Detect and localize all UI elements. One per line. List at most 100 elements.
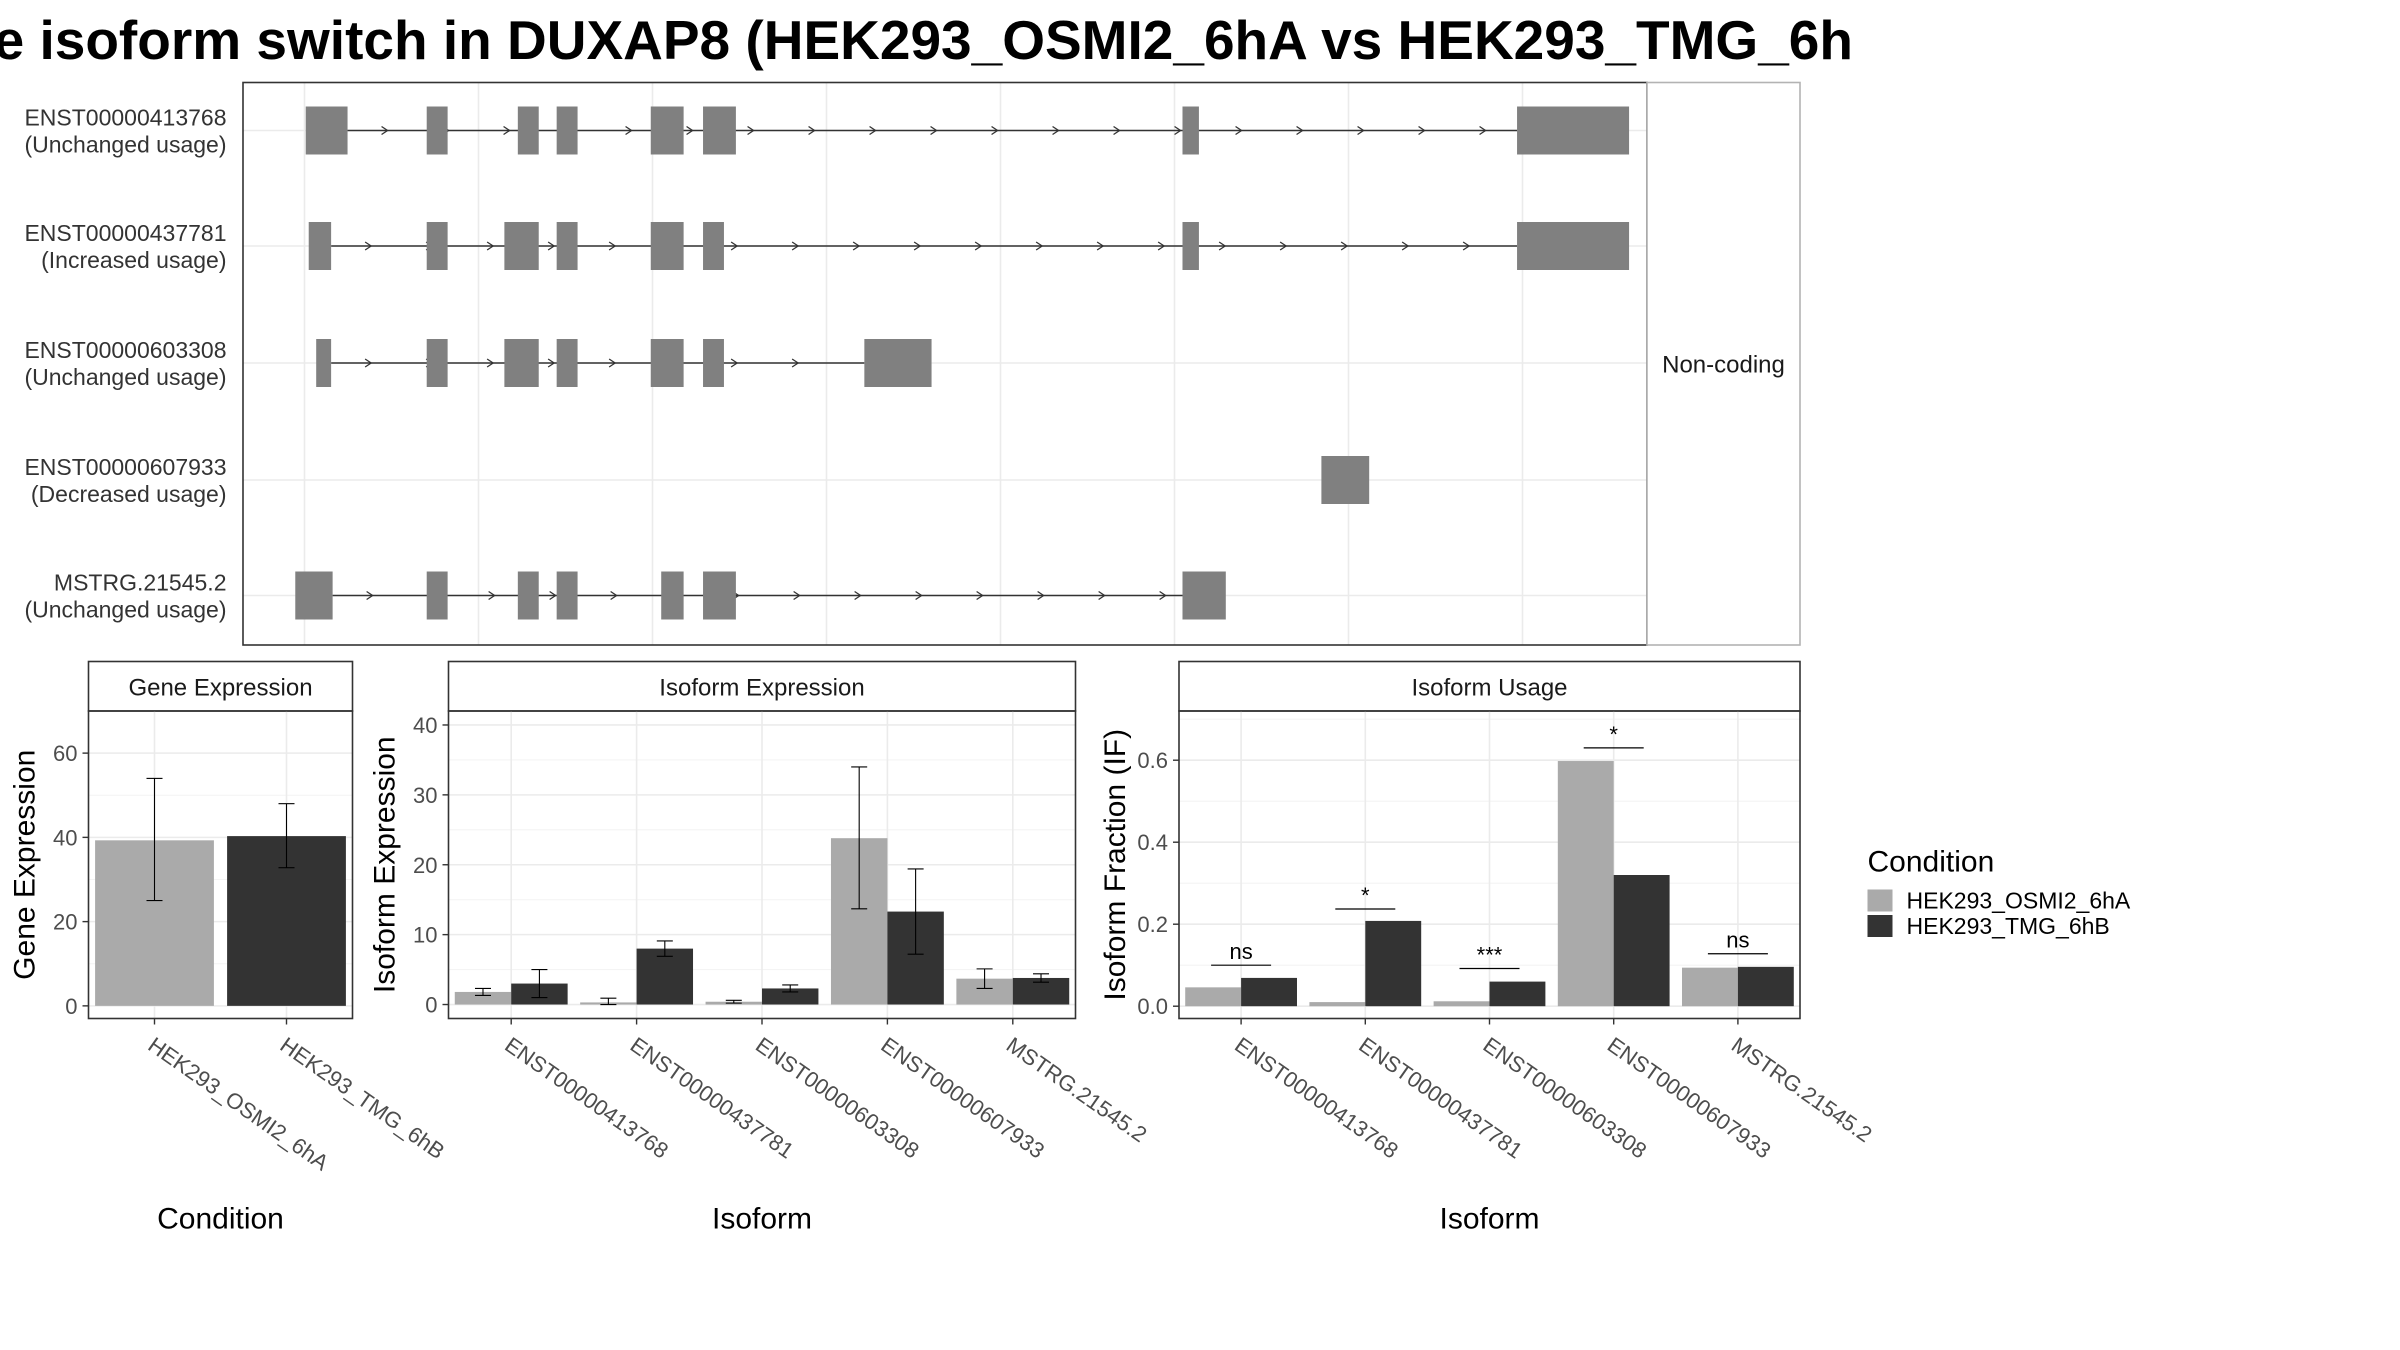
y-tick-label: 30 [413,783,437,808]
y-tick-label: 20 [413,853,437,878]
exon-box [661,571,684,620]
y-tick-label: 40 [413,713,437,738]
significance-label: * [1361,883,1370,908]
exon-box [1517,106,1630,155]
exon-box [517,106,539,155]
legend-key [1867,889,1893,912]
y-tick-label: 60 [53,741,77,766]
exon-box [1517,222,1630,270]
strand-arrow [730,358,739,368]
exon-box [426,222,448,270]
strand-arrow [381,125,389,136]
strand-arrow [610,590,618,601]
transcript-usage-label: (Decreased usage) [31,481,227,507]
panel-strip-title: Gene Expression [128,674,312,701]
strand-arrow [1218,241,1227,251]
data-bar [1365,920,1422,1007]
chart-title: ne isoform switch in DUXAP8 (HEK293_OSMI… [0,9,1853,71]
data-bar [454,991,512,1005]
structure-side-strip [1646,81,1801,646]
exon-box [556,222,578,270]
strand-arrow [1401,241,1410,251]
y-axis-label: Gene Expression [9,750,42,980]
exon-box [426,571,448,620]
strand-arrow [1174,125,1182,136]
strand-arrow [547,358,556,368]
strand-arrow [1035,241,1044,251]
y-tick-label: 0.6 [1137,748,1168,773]
strand-arrow [1235,125,1243,136]
exon-box [308,222,332,270]
strand-arrow [608,241,617,251]
strand-arrow [730,241,739,251]
exon-box [305,106,348,155]
data-bar [762,988,819,1005]
panel-strip [447,660,1077,712]
legend-label: HEK293_TMG_6hB [1907,913,2110,939]
data-bar [1185,987,1242,1007]
strand-arrow [913,241,922,251]
strand-arrow [791,241,800,251]
strand-arrow [1340,241,1349,251]
data-bar [1613,875,1670,1007]
transcript-id-label: ENST00000603308 [24,337,226,363]
strand-arrow [747,125,755,136]
legend-label: HEK293_OSMI2_6hA [1907,888,2131,914]
significance-label: *** [1477,942,1503,967]
panel-strip-title: Isoform Expression [659,674,864,701]
transcript-id-label: ENST00000437781 [24,220,226,246]
strand-arrow [625,125,633,136]
strand-arrow [549,590,557,601]
strand-arrow [488,590,496,601]
strand-arrow [791,358,800,368]
strand-arrow [1037,590,1045,601]
transcript-usage-label: (Unchanged usage) [24,132,226,158]
strand-arrow [1113,125,1121,136]
exon-box [517,571,539,620]
data-bar [1737,966,1794,1007]
x-axis-label: Condition [157,1203,284,1236]
exon-box [316,339,332,387]
data-bar [1241,977,1297,1007]
y-tick-label: 0.4 [1137,830,1168,855]
exon-box [864,339,932,387]
panel-strip [1178,660,1801,712]
exon-box [1321,456,1370,504]
data-bar [636,948,694,1005]
y-tick-label: 10 [413,923,437,948]
exon-box [556,339,578,387]
panel-border [87,710,354,1020]
transcript-usage-label: (Unchanged usage) [24,364,226,390]
strand-arrow [869,125,877,136]
y-axis-label: Isoform Expression [369,736,402,993]
strand-arrow [1479,125,1487,136]
data-bar [1682,967,1738,1007]
strand-arrow [1279,241,1288,251]
strand-arrow [608,358,617,368]
y-tick-label: 40 [53,825,77,850]
exon-box [650,339,684,387]
y-axis-label: Isoform Fraction (IF) [1099,729,1132,1001]
exon-box [1182,571,1226,620]
strand-arrow [1096,241,1105,251]
strand-arrow [930,125,938,136]
strand-arrow [1052,125,1060,136]
transcript-usage-label: (Unchanged usage) [24,597,226,623]
strand-arrow [364,358,373,368]
strand-arrow [1157,241,1166,251]
exon-box [556,571,578,620]
y-tick-label: 0 [425,993,437,1018]
exon-box [703,339,724,387]
x-axis-label: Isoform [1439,1203,1539,1236]
strand-arrow [366,590,374,601]
strand-arrow [1357,125,1365,136]
exon-box [650,106,684,155]
strand-arrow [852,241,861,251]
strand-arrow [915,590,923,601]
side-label-non-coding: Non-coding [1662,352,1785,379]
data-bar [1489,981,1546,1007]
transcript-id-label: ENST00000607933 [24,454,226,480]
exon-box [650,222,684,270]
exon-box [1182,222,1199,270]
